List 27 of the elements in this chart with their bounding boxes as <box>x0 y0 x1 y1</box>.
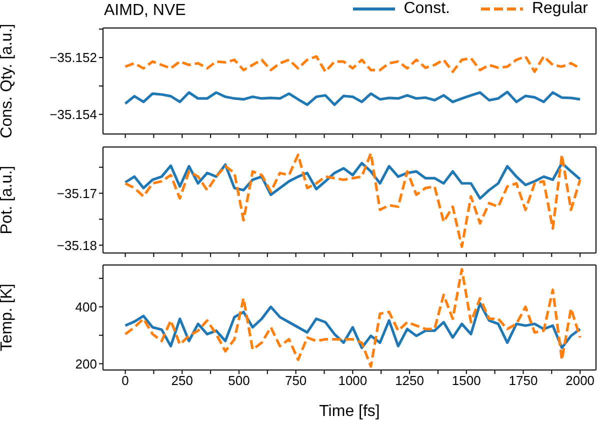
y-tick-label: −35.18 <box>56 238 97 253</box>
legend-label: Const. <box>404 0 450 18</box>
x-tick-label: 1500 <box>452 373 481 388</box>
x-tick-label: 1750 <box>508 373 538 388</box>
y-axis-title: Pot. [a.u.] <box>0 166 16 234</box>
x-tick-label: 1000 <box>338 373 368 388</box>
x-tick-label: 250 <box>171 373 193 388</box>
y-axis-title: Temp. [K] <box>0 284 16 352</box>
line-series <box>124 268 582 368</box>
line-series <box>124 162 582 200</box>
x-tick-label: 750 <box>284 373 307 388</box>
x-tick-label: 500 <box>228 373 250 388</box>
y-tick-label: 200 <box>75 356 97 372</box>
line-series <box>124 90 582 106</box>
y-tick-label: −35.154 <box>50 107 97 122</box>
x-axis-title: Time [fs] <box>319 403 380 420</box>
x-tick-label: 2000 <box>566 373 595 388</box>
x-tick-label: 1250 <box>395 373 424 388</box>
y-tick-label: −35.152 <box>50 50 97 66</box>
legend-label: Regular <box>532 0 588 18</box>
y-tick-label: −35.17 <box>56 186 97 201</box>
line-series <box>124 152 582 248</box>
chart-title: AIMD, NVE <box>104 2 186 20</box>
y-tick-label: 400 <box>75 299 97 314</box>
line-series <box>124 302 582 350</box>
x-tick-label: 0 <box>122 373 129 388</box>
y-axis-title: Cons. Qty. [a.u.] <box>0 24 16 138</box>
